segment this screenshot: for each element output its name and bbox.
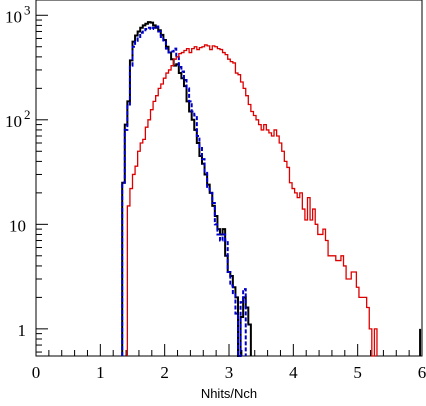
x-tick-label: 6 <box>418 363 426 382</box>
x-tick-label: 0 <box>32 363 41 382</box>
histogram-series-3 <box>126 44 378 357</box>
y-tick-exponent: 3 <box>24 2 31 17</box>
x-axis: 0 1 2 3 4 5 6 <box>32 344 426 382</box>
x-tick-label: 2 <box>160 363 169 382</box>
y-tick-label: 10 <box>5 7 22 26</box>
histogram-series-1 <box>121 21 252 357</box>
y-tick-label: 10 <box>5 112 22 131</box>
x-axis-title: Nhits/Nch <box>201 386 257 401</box>
histogram-series-2 <box>121 25 247 357</box>
x-tick-label: 3 <box>225 363 234 382</box>
y-tick-label: 1 <box>18 321 27 340</box>
y-tick-exponent: 2 <box>24 107 31 122</box>
x-tick-label: 5 <box>353 363 362 382</box>
x-tick-label: 1 <box>96 363 105 382</box>
y-tick-label: 10 <box>9 216 26 235</box>
series-layer <box>121 21 422 357</box>
x-tick-label: 4 <box>289 363 298 382</box>
plot-frame <box>35 0 423 357</box>
